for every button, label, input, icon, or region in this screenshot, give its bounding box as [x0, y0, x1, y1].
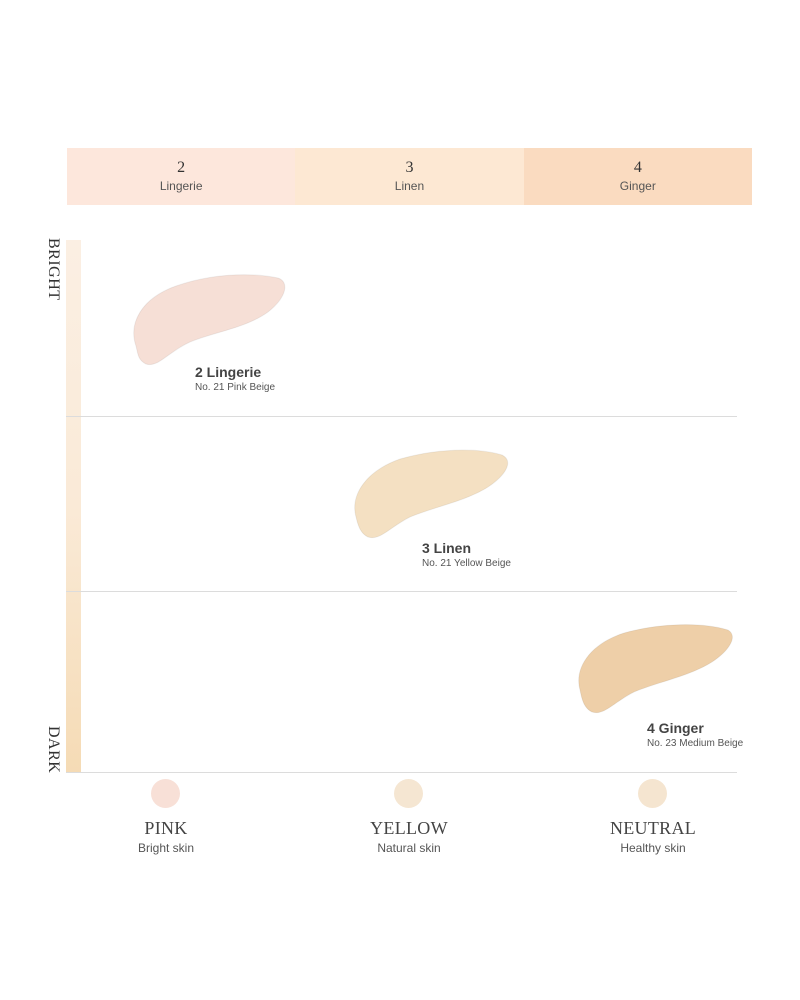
tab-label: Linen: [394, 179, 425, 193]
category-name: PINK: [144, 818, 188, 838]
shade-subtitle: No. 21 Pink Beige: [195, 382, 276, 393]
shade-label-linen: 3 Linen No. 21 Yellow Beige: [422, 540, 511, 570]
shade-title: 4 Ginger: [647, 720, 704, 736]
row-divider: [66, 591, 737, 592]
category-desc: Healthy skin: [620, 841, 686, 855]
swatch-smear-icon: [133, 274, 286, 366]
undertone-dot-yellow: [394, 779, 423, 808]
row-divider: [66, 416, 737, 417]
category-desc: Natural skin: [377, 841, 441, 855]
tab-ginger: 4 Ginger: [523, 148, 752, 205]
shade-label-ginger: 4 Ginger No. 23 Medium Beige: [647, 720, 743, 750]
tab-number: 3: [405, 159, 414, 176]
shade-label-lingerie: 2 Lingerie No. 21 Pink Beige: [195, 364, 275, 394]
shade-title: 2 Lingerie: [195, 364, 262, 380]
tab-label: Lingerie: [159, 179, 203, 193]
tab-linen: 3 Linen: [295, 148, 524, 205]
tab-number: 2: [177, 159, 186, 176]
category-name: NEUTRAL: [609, 818, 697, 838]
axis-label-dark: DARK: [45, 726, 62, 774]
shade-subtitle: No. 23 Medium Beige: [647, 738, 744, 749]
tab-number: 4: [633, 159, 642, 176]
category-pink: PINK Bright skin: [66, 818, 266, 856]
tab-lingerie: 2 Lingerie: [67, 148, 296, 205]
brightness-gradient-bar: [66, 240, 81, 773]
undertone-dot-neutral: [638, 779, 667, 808]
undertone-dot-pink: [151, 779, 180, 808]
shade-subtitle: No. 21 Yellow Beige: [422, 558, 511, 569]
tab-label: Ginger: [619, 179, 656, 193]
shade-tab-bar: 2 Lingerie 3 Linen 4 Ginger: [67, 148, 752, 205]
category-name: YELLOW: [370, 818, 448, 838]
axis-label-bright: BRIGHT: [45, 238, 62, 301]
swatch-smear-icon: [578, 624, 733, 714]
category-yellow: YELLOW Natural skin: [309, 818, 509, 856]
category-neutral: NEUTRAL Healthy skin: [553, 818, 753, 856]
category-desc: Bright skin: [137, 841, 195, 855]
swatch-smear-icon: [354, 449, 509, 539]
row-divider: [66, 772, 737, 773]
shade-title: 3 Linen: [422, 540, 472, 556]
